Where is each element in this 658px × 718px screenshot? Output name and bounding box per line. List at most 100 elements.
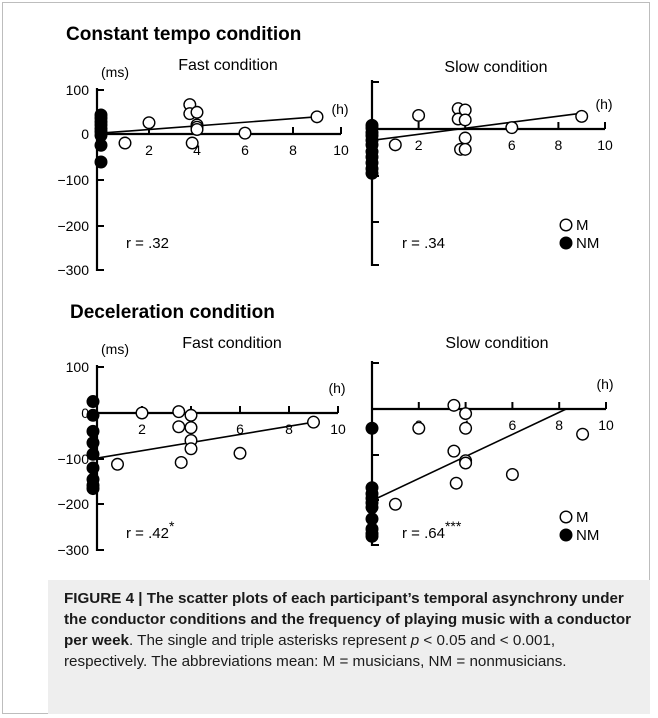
legend-nm-marker [559,236,573,250]
panel-title: Slow condition [444,59,547,76]
musician-point [459,407,473,421]
musician-point [459,421,473,435]
nonmusician-point [86,436,100,450]
legend-m-marker [559,218,573,232]
correlation-label: r = .32 [126,235,169,252]
musician-point [447,398,461,412]
musician-point [388,138,402,152]
nonmusician-point [86,395,100,409]
musician-point [449,476,463,490]
musician-point [118,136,132,150]
y-tick-label: −200 [57,496,89,512]
x-tick-label: 4 [193,142,201,158]
x-tick-label: 10 [333,142,349,158]
musician-point [172,420,186,434]
musician-point [458,142,472,156]
x-axis-label: (h) [596,376,613,392]
nonmusician-point [94,155,108,169]
x-axis-label: (h) [595,96,612,112]
nonmusician-point [365,500,379,514]
nonmusician-point [86,461,100,475]
x-tick-label: 8 [285,421,293,437]
nonmusician-point [86,447,100,461]
legend-m-marker [559,510,573,524]
x-tick-label: 2 [415,137,423,153]
musician-point [576,427,590,441]
musician-point [307,415,321,429]
section-title-deceleration: Deceleration condition [70,302,275,323]
correlation-label: r = .34 [402,235,445,252]
caption-box [48,580,650,714]
musician-point [412,108,426,122]
correlation-label: r = .64*** [402,518,462,542]
nonmusician-point [86,482,100,496]
y-axis-label: (ms) [101,64,129,80]
musician-point [135,406,149,420]
musician-point [190,122,204,136]
x-axis-label: (h) [328,380,345,396]
significance-marker: *** [445,518,462,534]
musician-point [310,110,324,124]
significance-marker: * [169,518,175,534]
nonmusician-point [365,529,379,543]
musician-point [110,457,124,471]
musician-point [174,455,188,469]
y-tick-label: −100 [57,451,89,467]
y-tick-label: −300 [57,262,89,278]
x-axis-label: (h) [331,101,348,117]
nonmusician-point [86,424,100,438]
regression-line [92,421,314,460]
musician-point [459,456,473,470]
caption-p: p [410,632,420,649]
scatter-plots: Fast condition 100 0 −100 −200 −300 (ms) 2 4 6 8 10… [57,57,614,558]
y-tick-label: 0 [81,126,89,142]
x-tick-label: 10 [598,417,614,433]
y-tick-label: −100 [57,172,89,188]
legend-label: NM [576,235,599,252]
y-tick-label: 100 [66,82,90,98]
musician-point [412,421,426,435]
musician-point [172,405,186,419]
x-tick-label: 8 [555,417,563,433]
legend-nm-marker [559,528,573,542]
x-tick-label: 6 [236,421,244,437]
musician-point [388,497,402,511]
musician-point [458,113,472,127]
musician-point [190,105,204,119]
musician-point [233,446,247,460]
x-tick-label: 8 [289,142,297,158]
x-tick-label: 2 [145,142,153,158]
legend-label: M [576,217,589,234]
legend-label: M [576,509,589,526]
legend-label: NM [576,527,599,544]
musician-point [505,121,519,135]
figure-caption: FIGURE 4 | The scatter plots of each par… [64,588,642,672]
caption-lead: FIGURE 4 | The scatter plots of each par… [64,590,632,649]
panel-title: Slow condition [445,335,548,352]
musician-point [447,444,461,458]
x-tick-label: 6 [241,142,249,158]
caption-text-1: . The single and triple asterisks repres… [129,632,411,649]
correlation-label: r = .42* [126,518,175,542]
nonmusician-point [365,166,379,180]
panel-title: Fast condition [178,57,278,74]
x-tick-label: 10 [330,421,346,437]
scatter-panel: Fast condition1000−100−200−300(ms)246810… [57,335,346,558]
nonmusician-point [86,408,100,422]
y-tick-label: −300 [57,542,89,558]
y-tick-label: 100 [66,359,90,375]
y-axis-label: (ms) [101,341,129,357]
regression-line [371,408,567,502]
musician-point [184,442,198,456]
caption-text-2: < 0.05 and < 0.001, respectively. The ab… [64,632,567,670]
nonmusician-point [365,421,379,435]
musician-point [458,131,472,145]
regression-line [371,112,582,142]
y-tick-label: −200 [57,218,89,234]
x-tick-label: 6 [508,137,516,153]
musician-point [238,126,252,140]
musician-point [142,116,156,130]
musician-point [505,467,519,481]
panel-title: Fast condition [182,335,282,352]
